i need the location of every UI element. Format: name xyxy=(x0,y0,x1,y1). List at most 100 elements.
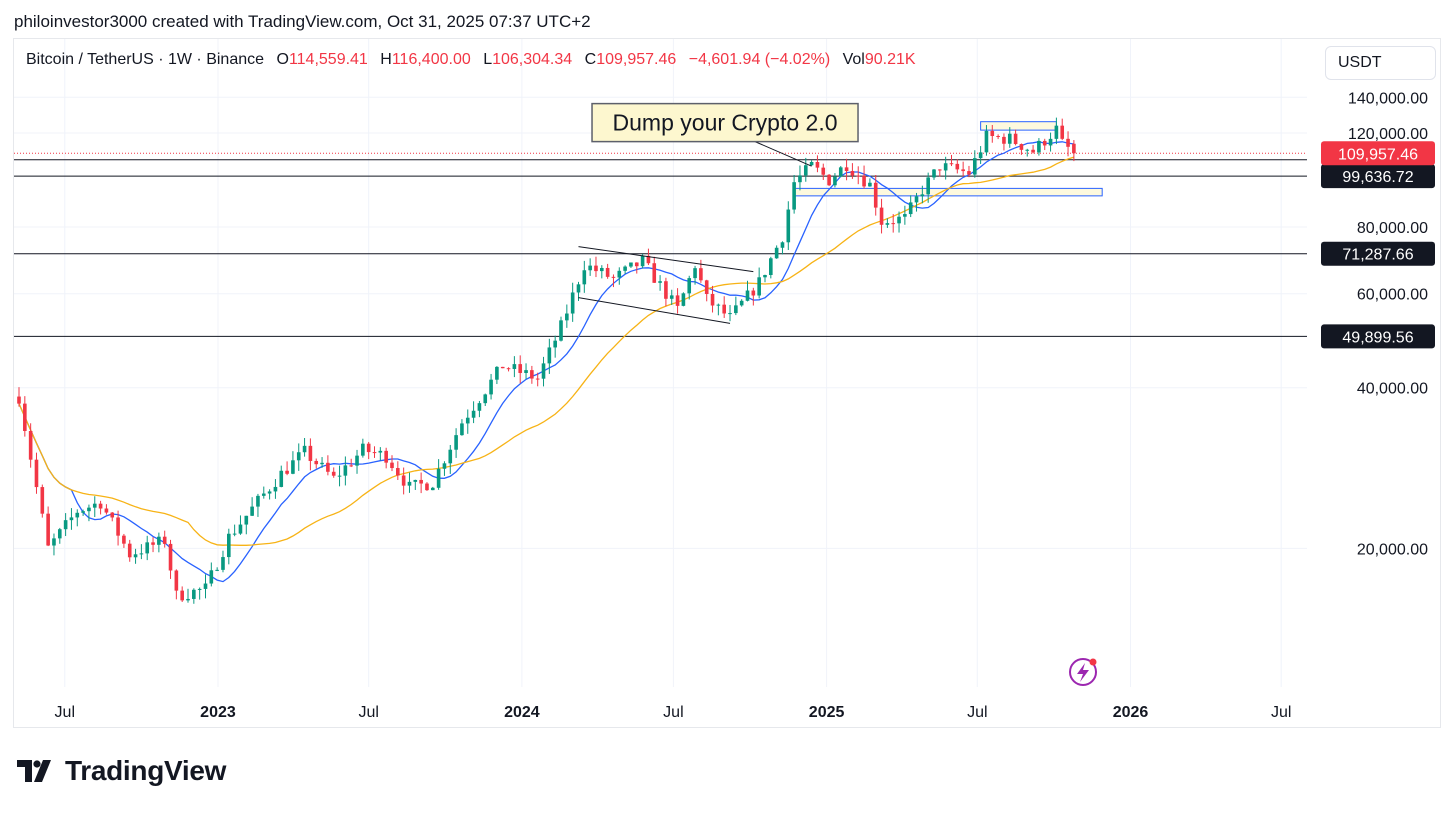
candle xyxy=(763,274,767,283)
y-tick-label: 120,000.00 xyxy=(1348,126,1428,143)
candle xyxy=(780,241,785,255)
y-tick-label: 80,000.00 xyxy=(1357,220,1428,237)
low-label: L xyxy=(483,51,493,68)
candle-body xyxy=(273,486,278,492)
candle xyxy=(990,124,995,143)
candle xyxy=(162,530,167,548)
candle xyxy=(961,161,965,177)
candle-body xyxy=(669,295,674,299)
candle xyxy=(943,156,948,180)
candle xyxy=(267,489,272,500)
candle-body xyxy=(599,267,604,272)
candle xyxy=(681,292,686,307)
candle-body xyxy=(751,290,756,296)
candle-body xyxy=(833,176,837,186)
candle xyxy=(634,262,639,274)
candle-body xyxy=(722,304,726,314)
candle-body xyxy=(774,247,779,259)
candle xyxy=(1042,138,1047,151)
moving-averages xyxy=(18,141,1075,583)
candle xyxy=(972,150,977,178)
symbol-title[interactable]: Bitcoin / TetherUS · 1W · Binance xyxy=(26,51,265,68)
candle-body xyxy=(145,542,150,554)
price-chart[interactable]: Dump your Crypto 2.0 140,000.00 120,000.0… xyxy=(14,39,1441,728)
candle-body xyxy=(454,435,458,450)
candle xyxy=(285,461,289,476)
candle-body xyxy=(699,268,703,281)
candle-body xyxy=(763,274,767,278)
candle-body xyxy=(291,460,295,474)
candle-body xyxy=(512,364,517,369)
change-value: −4,601.94 (−4.02%) xyxy=(688,51,831,68)
candle xyxy=(938,169,942,177)
candle-body xyxy=(384,450,388,463)
candle xyxy=(891,214,896,233)
candle xyxy=(349,458,354,468)
candle-body xyxy=(57,529,62,539)
level-price-tag xyxy=(1321,164,1435,189)
candle xyxy=(1013,129,1018,146)
candle-body xyxy=(157,536,161,545)
candle xyxy=(273,479,278,499)
candle-body xyxy=(215,569,219,571)
candle-body xyxy=(704,280,709,294)
candle-body xyxy=(693,268,697,279)
candle xyxy=(984,125,989,156)
open-label: O xyxy=(276,51,289,68)
candle-body xyxy=(116,517,120,536)
candle xyxy=(104,504,109,515)
callout-pointer xyxy=(754,141,812,167)
candle xyxy=(885,218,890,228)
high-label: H xyxy=(380,51,392,68)
candle xyxy=(40,484,45,518)
x-tick-label: 2025 xyxy=(809,704,845,721)
currency-selector[interactable]: USDT xyxy=(1325,46,1436,80)
chart-panel[interactable]: Dump your Crypto 2.0 140,000.00 120,000.0… xyxy=(13,38,1441,728)
candle xyxy=(512,356,517,378)
candle xyxy=(617,267,622,285)
candle-body xyxy=(827,174,831,186)
candle xyxy=(186,588,190,603)
x-tick-label: 2026 xyxy=(1113,704,1149,721)
candle xyxy=(401,467,406,495)
candle-body xyxy=(879,207,884,225)
candle-body xyxy=(524,370,528,373)
candle-body xyxy=(769,258,773,275)
candle xyxy=(69,508,74,530)
candle-body xyxy=(343,465,348,476)
candle-body xyxy=(728,313,732,315)
candle-body xyxy=(1060,125,1065,139)
candle-body xyxy=(1054,125,1059,139)
candle xyxy=(803,157,808,182)
candle-body xyxy=(87,507,91,512)
candle-body xyxy=(675,295,680,306)
candle-body xyxy=(104,508,109,513)
candle-body xyxy=(127,543,132,558)
candle-body xyxy=(500,366,505,369)
candle xyxy=(361,438,365,458)
candle-body xyxy=(920,194,925,197)
x-tick-label: Jul xyxy=(55,704,75,721)
candle xyxy=(226,528,231,565)
candle-body xyxy=(547,347,552,364)
candle-body xyxy=(1042,140,1047,146)
candle xyxy=(75,509,80,527)
candle-body xyxy=(1025,149,1030,151)
candle-body xyxy=(1066,138,1070,147)
candle xyxy=(192,588,196,604)
candle-body xyxy=(582,270,587,285)
candle-body xyxy=(63,520,68,530)
y-tick-label: 40,000.00 xyxy=(1357,381,1428,398)
candle xyxy=(28,423,33,468)
candle-body xyxy=(646,255,651,264)
candle-body xyxy=(745,290,750,301)
candle xyxy=(844,158,849,181)
candle xyxy=(809,160,814,166)
candle-body xyxy=(442,463,447,469)
candle xyxy=(873,175,878,216)
candle xyxy=(908,195,913,218)
candle xyxy=(127,539,132,562)
candle xyxy=(168,539,173,579)
candle-body xyxy=(477,403,482,411)
candle xyxy=(471,401,476,424)
